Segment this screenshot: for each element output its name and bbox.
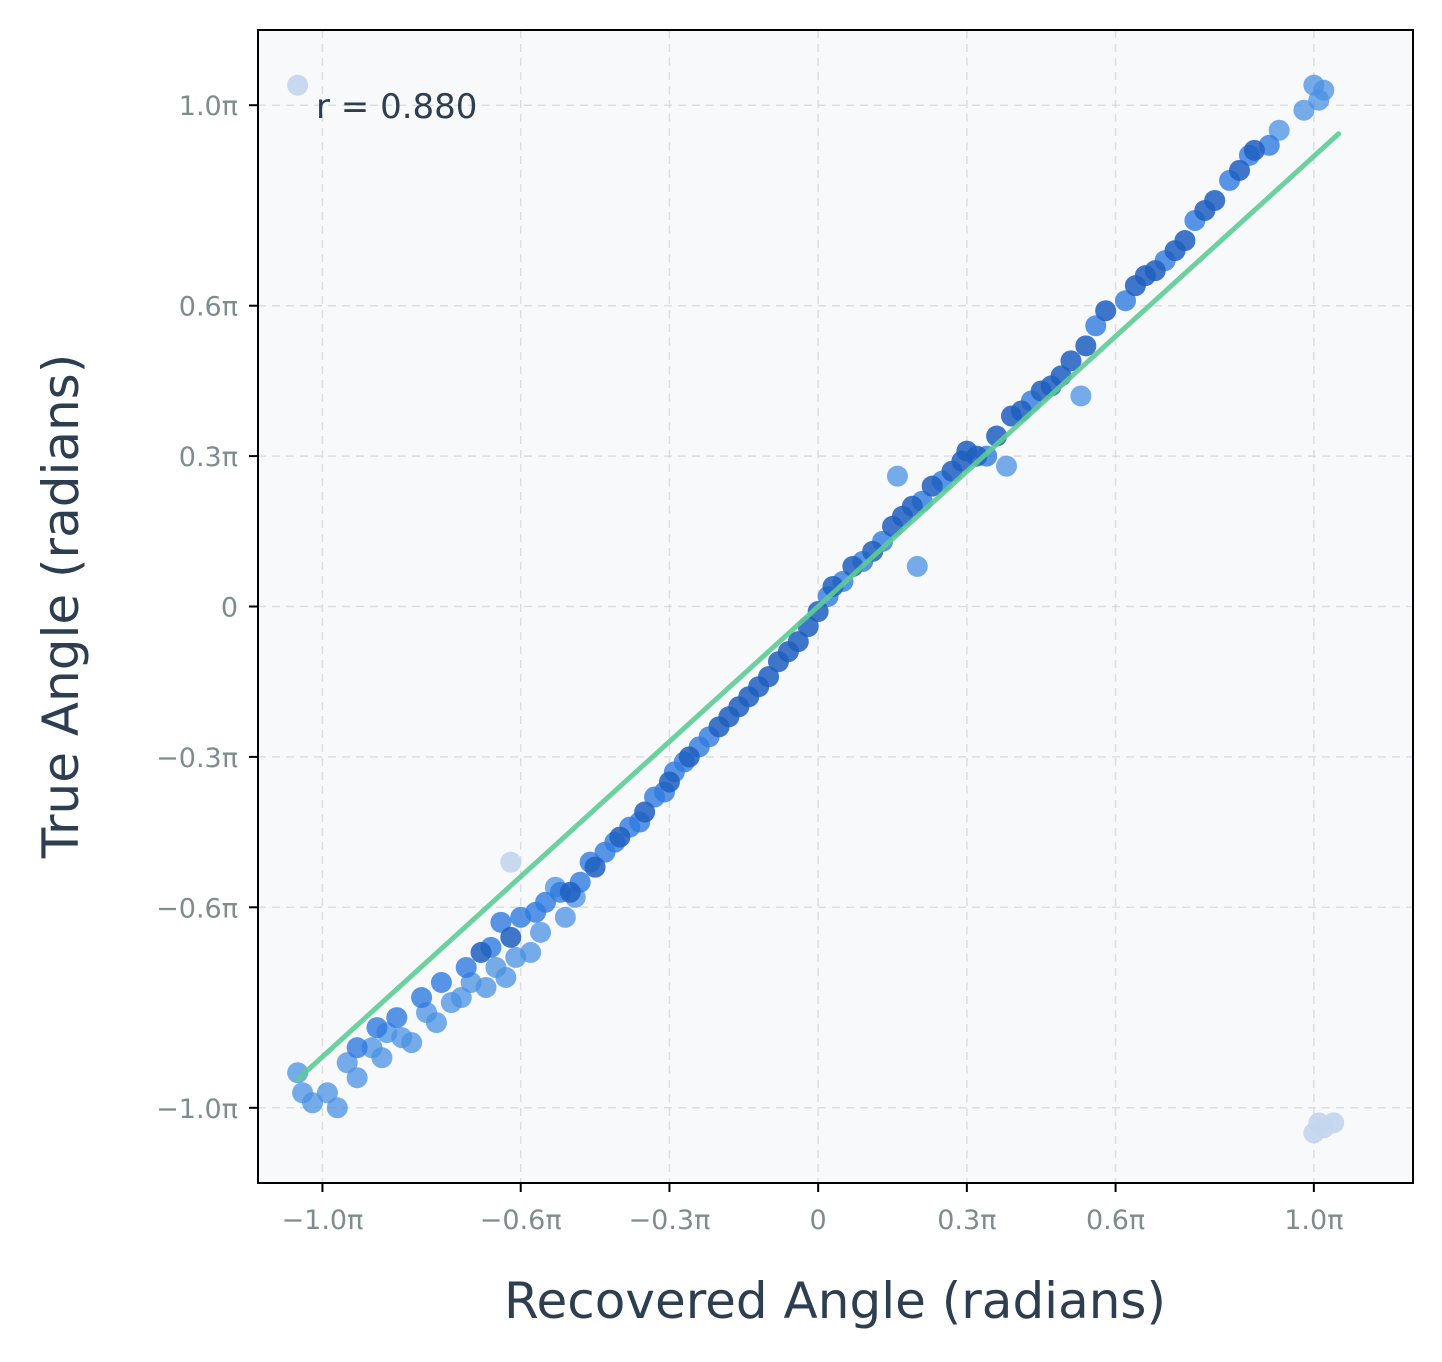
- data-point: [336, 1052, 358, 1074]
- data-point: [371, 1047, 393, 1069]
- x-tick-label: −1.0π: [282, 1205, 364, 1236]
- data-point: [609, 826, 631, 848]
- data-point: [1204, 189, 1226, 211]
- data-point: [1243, 139, 1265, 161]
- x-tick-label: 0.3π: [937, 1205, 996, 1236]
- y-tick-label: −1.0π: [156, 1094, 238, 1125]
- data-point: [430, 971, 452, 993]
- y-tick-label: 0.3π: [179, 442, 238, 473]
- data-point: [386, 1007, 408, 1029]
- data-point: [1085, 315, 1107, 337]
- data-point: [411, 987, 433, 1009]
- data-point: [470, 941, 492, 963]
- x-tick-label: 1.0π: [1284, 1205, 1343, 1236]
- data-point: [520, 941, 542, 963]
- y-axis-ticks: −1.0π −0.6π −0.3π 0 0.3π 0.6π 1.0π: [156, 91, 258, 1125]
- fit-line: [295, 131, 1342, 1082]
- data-point: [1060, 350, 1082, 372]
- data-point: [787, 631, 809, 653]
- x-tick-label: −0.3π: [629, 1205, 711, 1236]
- data-point: [346, 1037, 368, 1059]
- data-point: [346, 1067, 368, 1089]
- data-point: [490, 911, 512, 933]
- data-point: [634, 801, 656, 823]
- data-point: [1293, 99, 1315, 121]
- data-point: [366, 1017, 388, 1039]
- data-point: [559, 881, 581, 903]
- data-point: [1308, 1112, 1330, 1134]
- data-point: [530, 921, 552, 943]
- data-point: [966, 445, 988, 467]
- data-point: [287, 74, 309, 96]
- y-tick-label: −0.6π: [156, 893, 238, 924]
- data-point: [500, 851, 522, 873]
- y-tick-label: −0.3π: [156, 743, 238, 774]
- data-point: [495, 966, 517, 988]
- data-point: [678, 746, 700, 768]
- data-point: [425, 1012, 447, 1034]
- data-point: [996, 455, 1018, 477]
- data-point: [862, 540, 884, 562]
- data-point: [401, 1032, 423, 1054]
- data-point: [287, 1062, 309, 1084]
- data-point: [1313, 79, 1335, 101]
- y-axis-label: True Angle (radians): [32, 354, 90, 860]
- data-point: [901, 495, 923, 517]
- data-point: [450, 987, 472, 1009]
- data-point: [758, 666, 780, 688]
- data-point: [500, 926, 522, 948]
- x-axis-label: Recovered Angle (radians): [504, 1272, 1166, 1330]
- data-point: [886, 465, 908, 487]
- y-tick-label: 0.6π: [179, 292, 238, 323]
- correlation-annotation: r = 0.880: [316, 87, 477, 127]
- y-tick-label: 1.0π: [179, 91, 238, 122]
- data-point: [316, 1082, 338, 1104]
- data-point: [584, 856, 606, 878]
- x-tick-label: −0.6π: [480, 1205, 562, 1236]
- data-point: [326, 1097, 348, 1119]
- data-point: [1323, 1112, 1345, 1134]
- x-axis-ticks: −1.0π −0.6π −0.3π 0 0.3π 0.6π 1.0π: [282, 1183, 1343, 1236]
- data-point: [921, 475, 943, 497]
- data-point: [1075, 335, 1097, 357]
- data-point: [1095, 300, 1117, 322]
- data-point: [658, 771, 680, 793]
- data-point: [455, 956, 477, 978]
- data-point: [475, 976, 497, 998]
- data-point: [1229, 159, 1251, 181]
- x-tick-label: 0.6π: [1086, 1205, 1145, 1236]
- data-point: [906, 555, 928, 577]
- y-tick-label: 0: [221, 593, 238, 624]
- data-point: [535, 891, 557, 913]
- data-point: [302, 1092, 324, 1114]
- data-point: [1268, 119, 1290, 141]
- data-point: [1070, 385, 1092, 407]
- data-point: [1114, 290, 1136, 312]
- data-point: [807, 601, 829, 623]
- data-point: [554, 906, 576, 928]
- data-point: [1174, 230, 1196, 252]
- data-point: [822, 575, 844, 597]
- data-point: [1144, 260, 1166, 282]
- x-tick-label: 0: [810, 1205, 827, 1236]
